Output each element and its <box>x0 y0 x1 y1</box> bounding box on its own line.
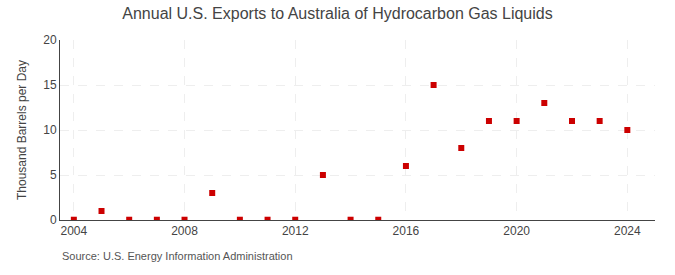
svg-text:Source: U.S. Energy Informatio: Source: U.S. Energy Information Administ… <box>62 250 293 262</box>
svg-text:0: 0 <box>50 213 57 227</box>
svg-text:2012: 2012 <box>282 224 309 238</box>
svg-text:2008: 2008 <box>171 224 198 238</box>
svg-text:20: 20 <box>43 33 57 47</box>
svg-text:2004: 2004 <box>60 224 87 238</box>
svg-text:Thousand Barrels per Day: Thousand Barrels per Day <box>15 60 29 200</box>
svg-text:2020: 2020 <box>503 224 530 238</box>
svg-text:10: 10 <box>43 123 57 137</box>
svg-text:5: 5 <box>50 168 57 182</box>
svg-text:2024: 2024 <box>614 224 641 238</box>
svg-text:2016: 2016 <box>393 224 420 238</box>
svg-text:Annual U.S. Exports to Austral: Annual U.S. Exports to Australia of Hydr… <box>122 5 552 22</box>
svg-text:15: 15 <box>43 78 57 92</box>
